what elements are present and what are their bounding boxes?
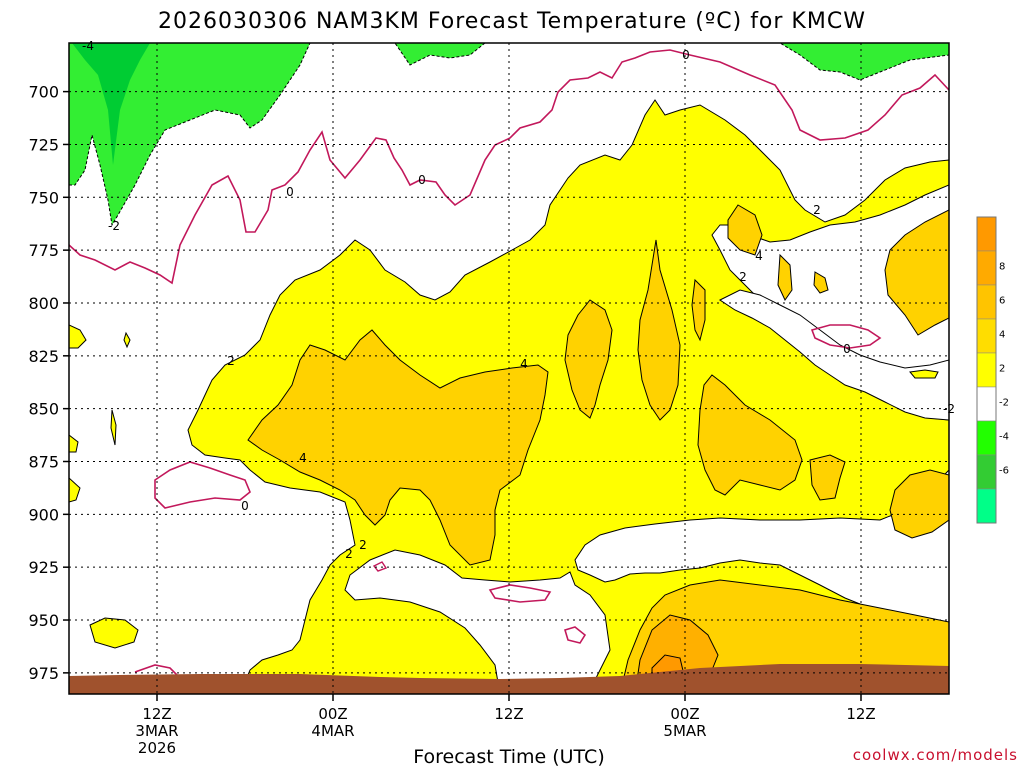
warm-region-4-a: [564, 299, 613, 419]
warm-region-4-g: [813, 271, 829, 294]
legend-label: 6: [999, 296, 1005, 307]
cold-region-left-inner: [72, 43, 150, 165]
y-tick-label: 725: [28, 135, 59, 154]
zero-line-935: [488, 584, 552, 603]
small-blob-915: [372, 561, 388, 572]
legend-swatch: [976, 216, 997, 252]
cold-region-center: [394, 43, 486, 66]
y-axis: 700 725 750 775 800 825 850 875 900 925 950 975: [28, 83, 69, 683]
x-tick-label: 00Z: [318, 705, 347, 723]
plot-area: [69, 43, 949, 694]
zero-line-upper: [69, 49, 949, 285]
legend-swatch: [976, 386, 997, 422]
legend-border: [976, 216, 997, 524]
y-tick-label: 950: [28, 611, 59, 630]
contour-label: 0: [241, 499, 249, 513]
grid-lines: [69, 43, 949, 694]
legend-swatch: [976, 318, 997, 354]
warm-region-4-main: [247, 329, 549, 566]
y-tick-label: 925: [28, 558, 59, 577]
contour-label: -4: [82, 39, 94, 53]
contour-label: -2: [108, 219, 120, 233]
y-tick-label: 875: [28, 453, 59, 472]
contour-label: -2: [943, 402, 955, 416]
legend-swatch: [976, 250, 997, 286]
warm-blob-850b: [69, 434, 79, 453]
contour-label: 4: [520, 357, 528, 371]
contour-label: 2: [345, 547, 353, 561]
chart-title: 2026030306 NAM3KM Forecast Temperature (…: [158, 9, 866, 34]
legend-swatch: [976, 488, 997, 524]
warm-hole-right: [719, 289, 949, 421]
x-tick-label: 00Z: [670, 705, 699, 723]
contour-label: 2: [739, 270, 747, 284]
y-tick-label: 975: [28, 664, 59, 683]
x-tick-label: 12Z: [142, 705, 171, 723]
contour-label: 0: [286, 185, 294, 199]
y-tick-label: 825: [28, 347, 59, 366]
y-tick-label: 800: [28, 294, 59, 313]
color-legend: 8 6 4 2 -2 -4 -6: [976, 216, 1009, 524]
y-tick-label: 850: [28, 400, 59, 419]
warm-region-4-f: [777, 253, 793, 301]
y-tick-label: 775: [28, 241, 59, 260]
warm-region-4-j: [809, 454, 846, 501]
warm-blob-800a: [69, 324, 87, 349]
x-tick-label: 2026: [138, 739, 176, 757]
x-tick-label: 4MAR: [311, 722, 354, 740]
warm-blob-825: [909, 369, 939, 379]
zero-line-975: [134, 664, 179, 677]
contour-label: 2: [227, 354, 235, 368]
legend-swatch: [976, 352, 997, 388]
legend-label: -4: [999, 432, 1009, 443]
x-tick-label: 12Z: [846, 705, 875, 723]
contour-label: 2: [359, 538, 367, 552]
warm-region-4-h: [884, 209, 949, 336]
x-tick-label: 3MAR: [135, 722, 178, 740]
legend-swatch: [976, 454, 997, 490]
contour-label: 4: [299, 451, 307, 465]
legend-swatch: [976, 420, 997, 456]
legend-label: 4: [999, 330, 1005, 341]
warm-region-4-d: [691, 278, 706, 342]
warm-blob-875: [69, 477, 81, 503]
warm-blob-950: [89, 617, 139, 649]
contour-label: 0: [418, 173, 426, 187]
legend-swatch: [976, 284, 997, 320]
warm-blob-800b: [123, 331, 131, 349]
warm-region-4-c: [697, 374, 803, 496]
x-tick-label: 5MAR: [663, 722, 706, 740]
zero-line-950: [564, 626, 587, 644]
x-tick-label: 12Z: [494, 705, 523, 723]
y-tick-label: 900: [28, 505, 59, 524]
legend-label: 2: [999, 364, 1005, 375]
warm-region-4-e: [727, 204, 763, 256]
legend-label: -6: [999, 466, 1009, 477]
warm-region-4-i: [889, 469, 949, 539]
cold-region-right: [779, 43, 949, 81]
warm-blob-850a: [110, 409, 117, 446]
contour-label: 0: [682, 48, 690, 62]
credit-text: coolwx.com/models: [853, 746, 1018, 764]
contour-label: 2: [813, 203, 821, 217]
contour-label: 4: [755, 249, 763, 263]
cold-region-left: [69, 43, 311, 227]
zero-line-805: [810, 324, 882, 349]
warm-region-4-b: [637, 239, 681, 421]
x-axis-label: Forecast Time (UTC): [413, 746, 604, 768]
legend-label: 8: [999, 262, 1005, 273]
y-tick-label: 700: [28, 83, 59, 102]
legend-label: -2: [999, 398, 1009, 409]
y-tick-label: 750: [28, 188, 59, 207]
contour-label: 0: [843, 342, 851, 356]
